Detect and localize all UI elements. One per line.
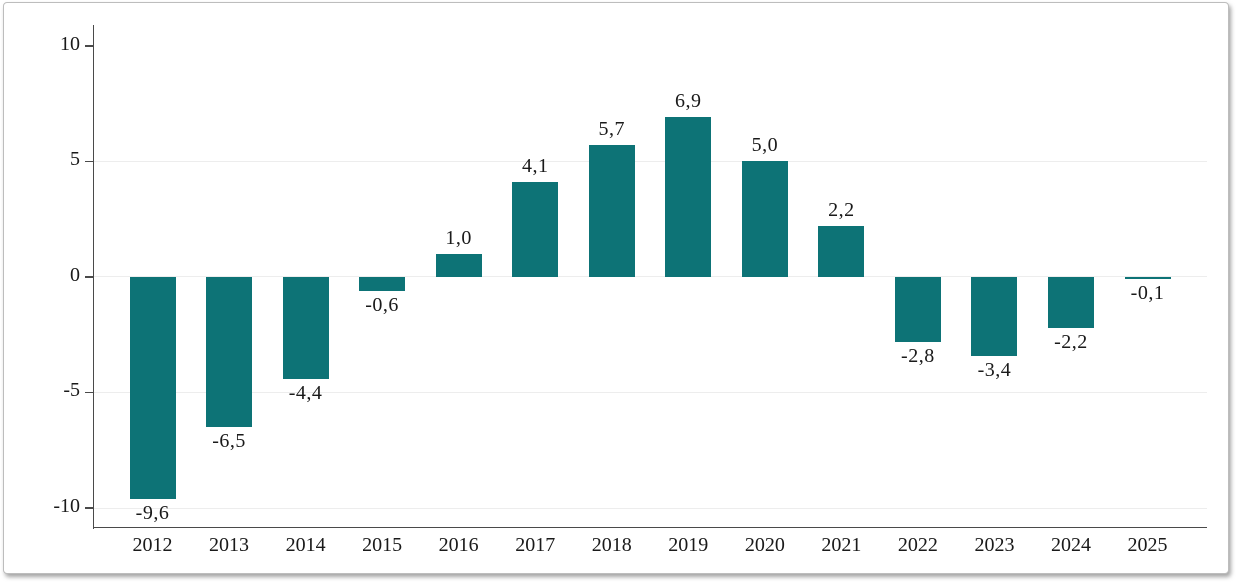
bar-value-label: 6,9 xyxy=(675,90,702,113)
y-tick-label: 0 xyxy=(70,263,80,286)
bar-value-label: 5,7 xyxy=(598,118,625,141)
gridline xyxy=(94,160,1207,162)
bar-value-label: -2,2 xyxy=(1054,330,1088,353)
bar xyxy=(971,276,1018,356)
x-tick-label: 2020 xyxy=(744,534,785,556)
x-tick-label: 2015 xyxy=(362,534,403,556)
bar-value-label: 4,1 xyxy=(521,155,549,178)
y-axis-tick-mark xyxy=(85,276,94,278)
gridline xyxy=(94,507,1207,509)
gridline xyxy=(94,276,1207,278)
bar-value-label: 2,2 xyxy=(828,199,855,222)
y-tick-label: -10 xyxy=(53,495,80,518)
bar xyxy=(435,253,482,277)
x-tick-label: 2013 xyxy=(209,534,250,556)
bar xyxy=(588,145,635,277)
bar xyxy=(894,276,941,342)
bar xyxy=(359,276,406,291)
x-tick-label: 2019 xyxy=(668,534,709,556)
bar-value-label: -9,6 xyxy=(135,501,170,524)
y-axis-tick-mark xyxy=(85,160,94,163)
x-tick-label: 2022 xyxy=(897,534,938,556)
bar xyxy=(206,276,253,428)
x-tick-label: 2018 xyxy=(591,534,632,556)
bar xyxy=(129,276,176,499)
gridline xyxy=(94,391,1207,393)
bar-value-label: -4,4 xyxy=(288,381,323,404)
bar-value-label: 1,0 xyxy=(445,226,472,249)
x-tick-label: 2016 xyxy=(438,534,479,556)
bar-value-label: -3,4 xyxy=(977,358,1012,381)
y-axis-tick-mark xyxy=(85,391,94,394)
x-tick-label: 2025 xyxy=(1127,534,1168,556)
bar xyxy=(282,276,329,379)
bar-value-label: -0,1 xyxy=(1130,282,1165,305)
y-axis-tick-mark xyxy=(85,507,94,509)
x-tick-label: 2021 xyxy=(821,534,862,556)
x-tick-label: 2023 xyxy=(974,534,1015,556)
bar-value-label: -0,6 xyxy=(365,293,399,316)
x-tick-label: 2017 xyxy=(515,534,556,556)
bar xyxy=(818,226,865,277)
bar-value-label: -2,8 xyxy=(901,344,935,367)
bar xyxy=(512,182,559,277)
bar xyxy=(1047,276,1094,328)
x-tick-label: 2014 xyxy=(285,534,326,556)
x-axis xyxy=(92,526,1207,528)
y-tick-label: 5 xyxy=(70,148,80,171)
bar xyxy=(665,117,712,277)
y-tick-label: -5 xyxy=(63,379,80,402)
bar xyxy=(1124,276,1171,280)
x-tick-label: 2012 xyxy=(132,534,173,556)
y-tick-label: 10 xyxy=(60,32,80,55)
y-axis-tick-mark xyxy=(85,45,94,47)
x-tick-label: 2024 xyxy=(1050,534,1091,556)
bar-value-label: -6,5 xyxy=(212,430,246,453)
bar-value-label: 5,0 xyxy=(751,134,779,157)
bar xyxy=(741,161,788,277)
